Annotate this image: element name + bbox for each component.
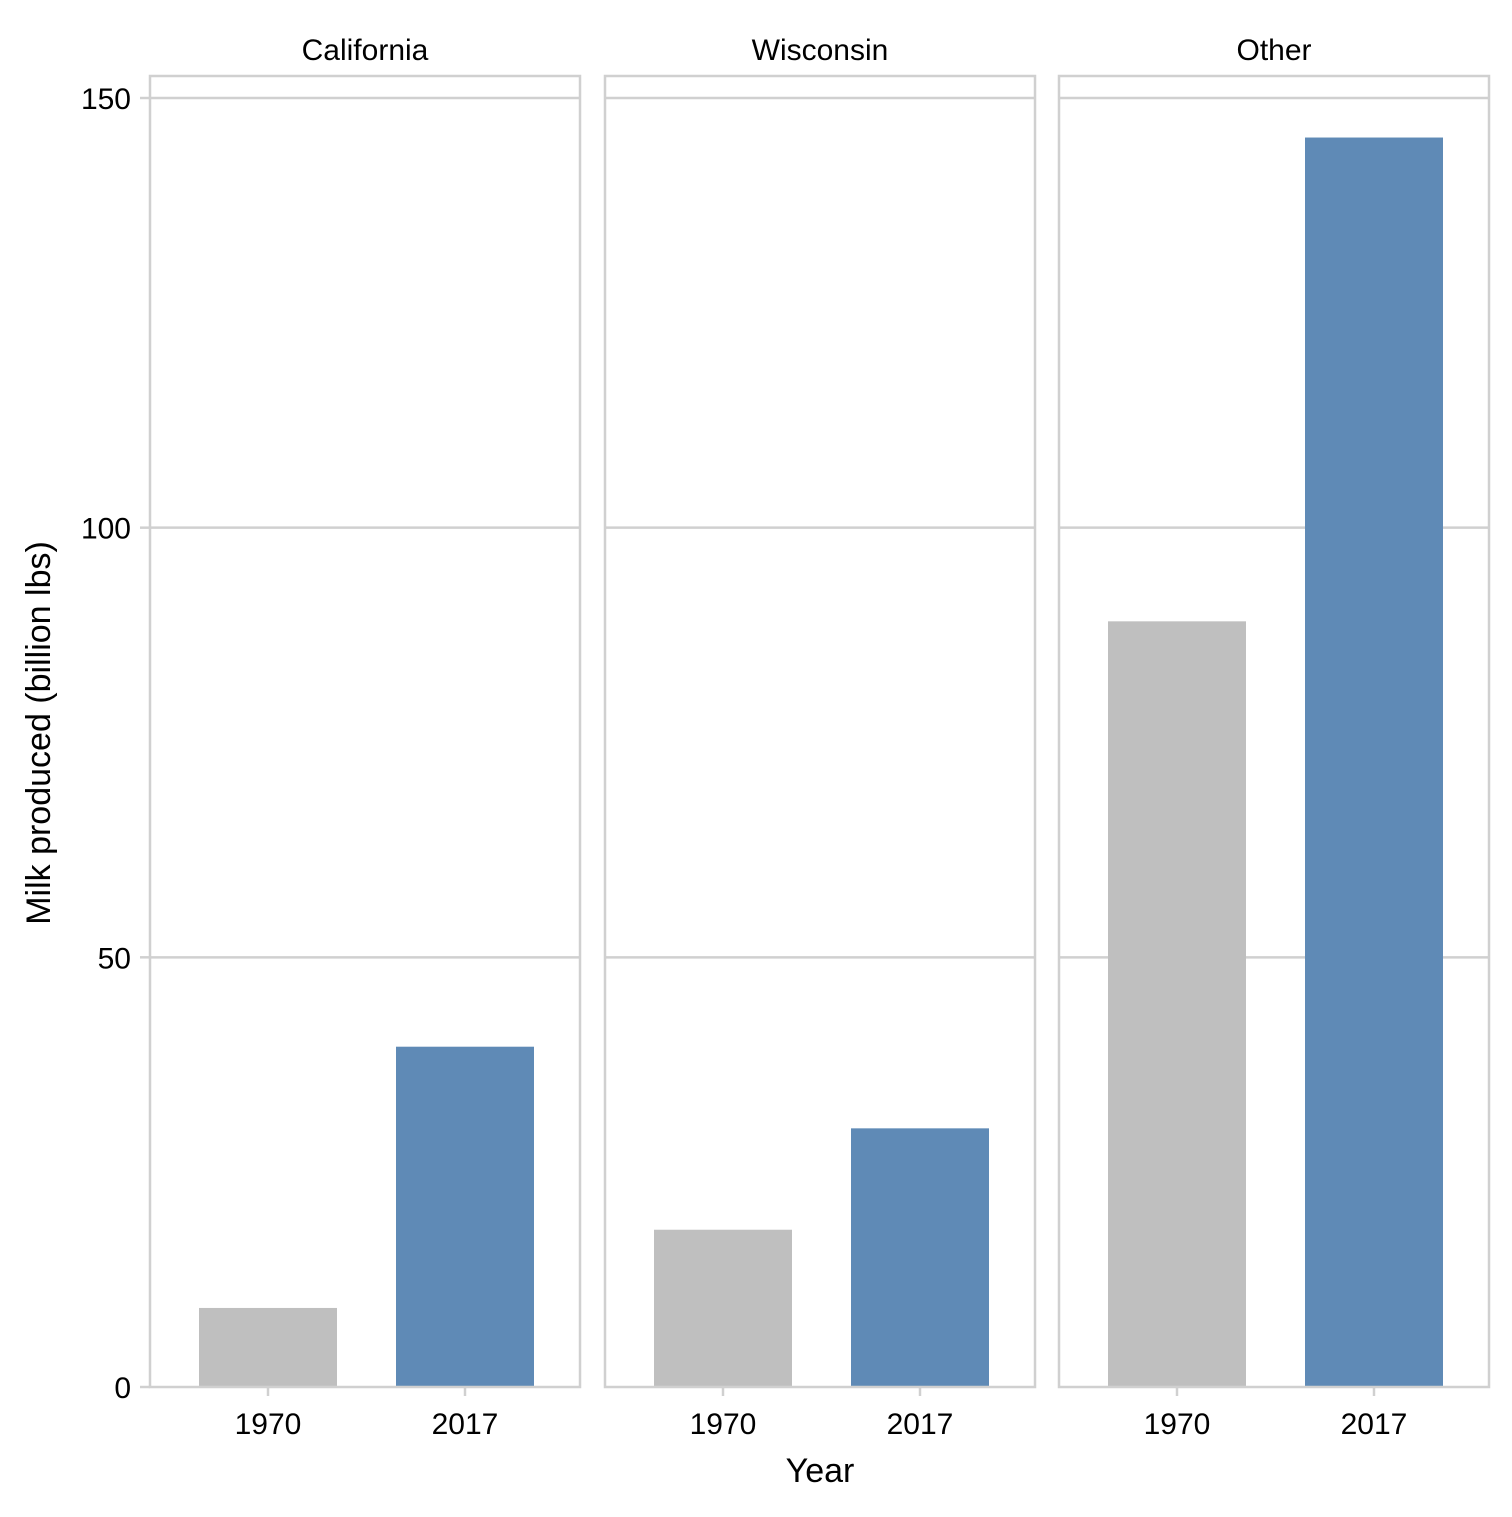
bar-california-1970: [199, 1307, 337, 1387]
facet-panel-wisconsin: Wisconsin 1970 2017: [603, 34, 1037, 1441]
facet-panel-california: California 1970 2017: [148, 34, 582, 1441]
y-axis-label: Milk produced (billion lbs): [20, 541, 58, 925]
x-tick-label: 2017: [432, 1408, 499, 1441]
bar-wisconsin-1970: [654, 1229, 792, 1387]
bar-wisconsin-2017: [851, 1128, 989, 1387]
y-tick-label: 150: [81, 83, 131, 116]
facet-title: California: [302, 34, 429, 67]
panel-border: [148, 74, 582, 1389]
x-tick-label: 1970: [690, 1408, 757, 1441]
panel-border: [603, 74, 1037, 1389]
x-axis-label: Year: [786, 1452, 855, 1490]
panel-border: [1057, 74, 1491, 1389]
facet-title: Wisconsin: [752, 34, 889, 67]
x-tick-label: 2017: [1341, 1408, 1408, 1441]
x-tick-label: 1970: [1144, 1408, 1211, 1441]
facet-title: Other: [1236, 34, 1311, 67]
x-tick-label: 1970: [235, 1408, 302, 1441]
bar-other-1970: [1108, 621, 1246, 1387]
y-tick-label: 100: [81, 513, 131, 546]
bar-california-2017: [396, 1046, 534, 1387]
y-tick-label: 0: [114, 1372, 131, 1405]
facet-panel-other: Other 1970 2017: [1057, 34, 1491, 1441]
bar-other-2017: [1305, 137, 1443, 1388]
x-tick-label: 2017: [887, 1408, 954, 1441]
y-tick-label: 50: [98, 942, 131, 975]
